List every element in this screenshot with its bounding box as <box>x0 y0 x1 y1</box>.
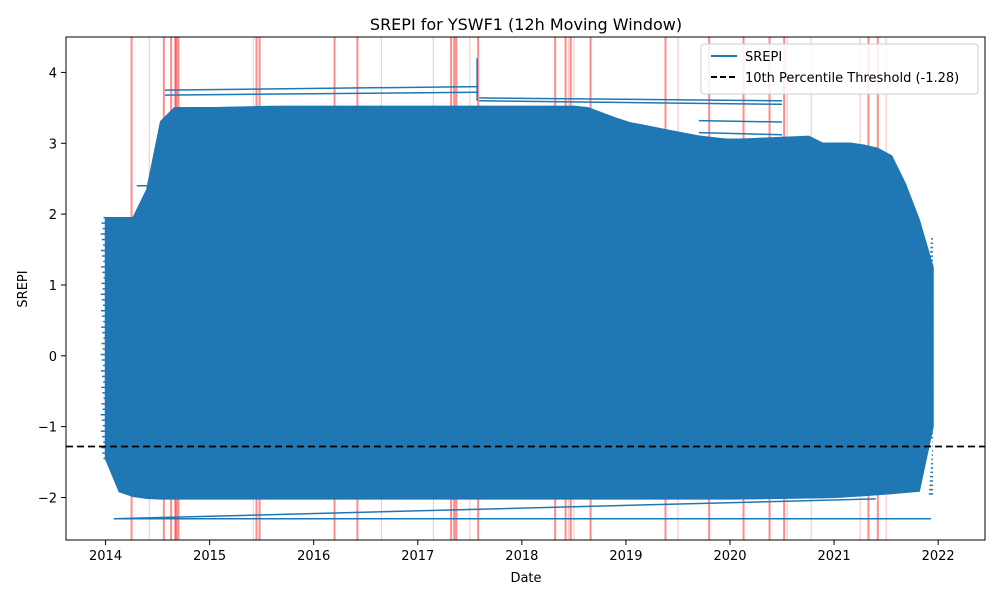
y-tick-label: −2 <box>38 491 57 506</box>
y-axis: −2 −1 0 1 2 3 4 <box>38 66 66 506</box>
y-axis-label: SREPI <box>16 270 31 307</box>
srepi-segment <box>164 85 479 91</box>
srepi-segment <box>164 91 479 96</box>
srepi-segment <box>113 498 876 520</box>
srepi-segment <box>479 97 783 102</box>
x-tick-label: 2022 <box>922 549 955 564</box>
legend-box <box>700 43 979 95</box>
srepi-segment <box>698 119 783 123</box>
legend-label-threshold: 10th Percentile Threshold (-1.28) <box>745 71 959 86</box>
x-tick-label: 2014 <box>89 549 122 564</box>
srepi-series-band <box>104 105 934 500</box>
plot-area <box>66 37 985 540</box>
x-tick-label: 2018 <box>505 549 538 564</box>
y-tick-label: −1 <box>38 421 57 436</box>
legend-label-srepi: SREPI <box>745 50 782 65</box>
srepi-segment <box>698 131 783 136</box>
srepi-segment <box>479 100 783 106</box>
plot-frame <box>65 36 986 541</box>
chart-title: SREPI for YSWF1 (12h Moving Window) <box>370 15 682 34</box>
legend: SREPI 10th Percentile Threshold (-1.28) <box>700 43 979 95</box>
x-tick-label: 2019 <box>609 549 642 564</box>
y-tick-label: 0 <box>49 350 57 365</box>
x-axis-label: Date <box>510 571 541 586</box>
x-tick-label: 2021 <box>818 549 851 564</box>
y-tick-label: 3 <box>49 137 57 152</box>
x-tick-label: 2017 <box>401 549 434 564</box>
x-tick-label: 2020 <box>713 549 746 564</box>
y-tick-label: 1 <box>49 279 57 294</box>
srepi-series <box>100 58 934 520</box>
y-tick-label: 4 <box>49 66 57 81</box>
x-tick-label: 2016 <box>297 549 330 564</box>
y-tick-label: 2 <box>49 208 57 223</box>
x-tick-label: 2015 <box>193 549 226 564</box>
x-axis: 2014 2015 2016 2017 2018 2019 2020 2021 2022 <box>89 540 955 564</box>
